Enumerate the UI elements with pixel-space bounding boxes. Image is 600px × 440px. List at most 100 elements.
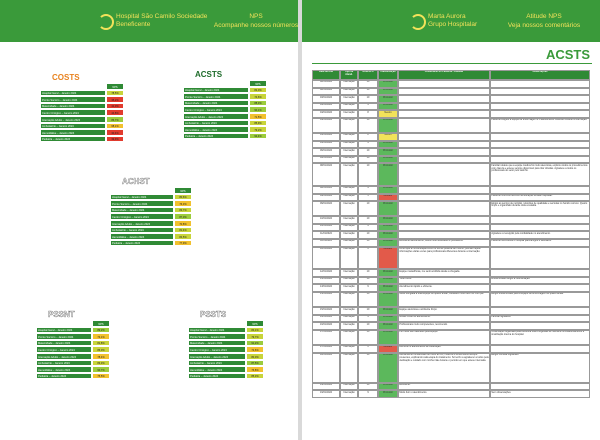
cell-type: Internação bbox=[340, 322, 358, 330]
right-page: Marta Aurora Grupo Hospitalar Atitude NP… bbox=[302, 0, 600, 440]
cell-class: Promotor bbox=[378, 307, 398, 315]
cell-note bbox=[490, 148, 590, 156]
row-label: Ambulatório – Janeiro 2024 bbox=[40, 122, 106, 130]
cell-date: 09/01/2024 bbox=[312, 201, 340, 217]
cell-note: Observação registrada pela ouvidoria sob… bbox=[490, 329, 590, 345]
cell-note: Familiar agradece. bbox=[490, 314, 590, 323]
cell-score: 10 bbox=[358, 155, 378, 164]
row-label: Internação Adulto – Janeiro 2024 bbox=[40, 116, 106, 123]
cell-note bbox=[490, 246, 590, 270]
cell-type: Internação bbox=[340, 276, 358, 285]
cell-comment bbox=[398, 216, 490, 224]
cell-comment bbox=[398, 87, 490, 96]
row-label: Pronto Socorro – Janeiro 2024 bbox=[36, 333, 92, 340]
cell-comment bbox=[398, 80, 490, 88]
cell-note: Elogio encaminhado para a equipe de enfe… bbox=[490, 292, 590, 308]
cell-class: Promotor bbox=[378, 216, 398, 224]
cell-comment: Achei que a comunicação entre os turnos … bbox=[398, 246, 490, 270]
cell-class: Promotor bbox=[378, 269, 398, 277]
cell-comment bbox=[398, 201, 490, 217]
cell-date: 05/01/2024 bbox=[312, 133, 340, 141]
score-header: NPS bbox=[246, 320, 264, 327]
cell-type: Internação bbox=[340, 155, 358, 164]
title-rule bbox=[312, 63, 592, 64]
row-score: 88,3% bbox=[249, 99, 267, 107]
cell-class: Promotor bbox=[378, 201, 398, 217]
cell-note bbox=[490, 284, 590, 292]
cell-type: Internação bbox=[340, 133, 358, 141]
row-score: 84,5% bbox=[174, 233, 192, 240]
row-label: Maternidade – Janeiro 2024 bbox=[183, 99, 249, 107]
row-score: 74,6% bbox=[249, 93, 267, 100]
row-label: Internação Adulto – Janeiro 2024 bbox=[188, 353, 246, 360]
left-page: Hospital São Camilo Sociedade Beneficent… bbox=[0, 0, 298, 440]
cell-type: Internação bbox=[340, 246, 358, 270]
column-header: Data da Alta bbox=[312, 70, 340, 80]
cell-note: Encaminhado elogio à coordenação. bbox=[490, 276, 590, 285]
row-score: 84,1% bbox=[246, 326, 264, 334]
row-score: 79,2% bbox=[249, 126, 267, 133]
row-score: 79,7% bbox=[246, 333, 264, 340]
cell-date: 13/01/2024 bbox=[312, 284, 340, 292]
cell-comment: Demora no atendimento da medicação. bbox=[398, 345, 490, 353]
cell-note: Paciente recomenda o hospital para amigo… bbox=[490, 239, 590, 247]
row-label: Internação Adulto – Janeiro 2024 bbox=[36, 353, 92, 360]
cell-comment bbox=[398, 155, 490, 164]
cell-class: Promotor bbox=[378, 87, 398, 96]
header-title: NPS bbox=[249, 13, 263, 20]
cell-date: 17/01/2024 bbox=[312, 345, 340, 353]
org-line: Beneficente bbox=[116, 21, 151, 28]
cell-type: Internação bbox=[340, 382, 358, 391]
row-score: 70,8% bbox=[174, 220, 192, 227]
cell-note bbox=[490, 223, 590, 232]
cell-note bbox=[490, 382, 590, 391]
table-title: ACSTS bbox=[195, 70, 223, 79]
cell-note: Sem observações. bbox=[490, 390, 590, 398]
cell-comment bbox=[398, 223, 490, 232]
row-label: Centro Cirúrgico – Janeiro 2024 bbox=[188, 346, 246, 353]
cell-date: 10/01/2024 bbox=[312, 223, 340, 232]
cell-note bbox=[490, 155, 590, 164]
cell-comment bbox=[398, 186, 490, 194]
row-score: 83,3% bbox=[92, 359, 110, 367]
cell-score: 9 bbox=[358, 186, 378, 194]
cell-type: Internação bbox=[340, 201, 358, 217]
cell-score: 10 bbox=[358, 382, 378, 391]
cell-class: Promotor bbox=[378, 276, 398, 285]
cell-note: Paciente informou demora na liberação da… bbox=[490, 193, 590, 202]
cell-date: 11/01/2024 bbox=[312, 239, 340, 247]
row-label: Internação Adulto – Janeiro 2024 bbox=[110, 220, 174, 227]
cell-comment: Equipe atenciosa e ambiente limpo. bbox=[398, 307, 490, 315]
cell-comment bbox=[398, 102, 490, 111]
row-score: 30,4% bbox=[106, 129, 124, 136]
cell-type: Internação bbox=[340, 193, 358, 202]
row-score: 87,0% bbox=[174, 213, 192, 220]
row-label: Centro Cirúrgico – Janeiro 2024 bbox=[36, 346, 92, 353]
cell-class: Promotor bbox=[378, 148, 398, 156]
cell-score: 10 bbox=[358, 216, 378, 224]
cell-date: 06/01/2024 bbox=[312, 155, 340, 164]
cell-score: 10 bbox=[358, 239, 378, 247]
cell-type: Internação bbox=[340, 140, 358, 149]
row-score: 89,2% bbox=[92, 326, 110, 334]
cell-date: 04/01/2024 bbox=[312, 110, 340, 118]
row-score: 75,5% bbox=[92, 372, 110, 380]
row-score: 80,0% bbox=[246, 353, 264, 360]
cell-note bbox=[490, 102, 590, 111]
cell-date: 06/01/2024 bbox=[312, 148, 340, 156]
cell-date: 08/01/2024 bbox=[312, 186, 340, 194]
row-score: 41,0% bbox=[106, 102, 124, 110]
cell-score: 10 bbox=[358, 307, 378, 315]
cell-note bbox=[490, 133, 590, 141]
cell-comment: Excelente atendimento, todos muito educa… bbox=[398, 239, 490, 247]
row-score: 35,2% bbox=[106, 96, 124, 103]
table-title: PSSNT bbox=[48, 310, 75, 319]
cell-type: Internação bbox=[340, 148, 358, 156]
cell-date: 17/01/2024 bbox=[312, 329, 340, 345]
cell-type: Internação bbox=[340, 345, 358, 353]
row-score: 86,7% bbox=[106, 116, 124, 123]
row-label: Pediatria – Janeiro 2024 bbox=[183, 132, 249, 140]
cell-score: 10 bbox=[358, 117, 378, 133]
table-title: ACHST bbox=[122, 177, 150, 186]
row-score: 87,5% bbox=[246, 359, 264, 367]
